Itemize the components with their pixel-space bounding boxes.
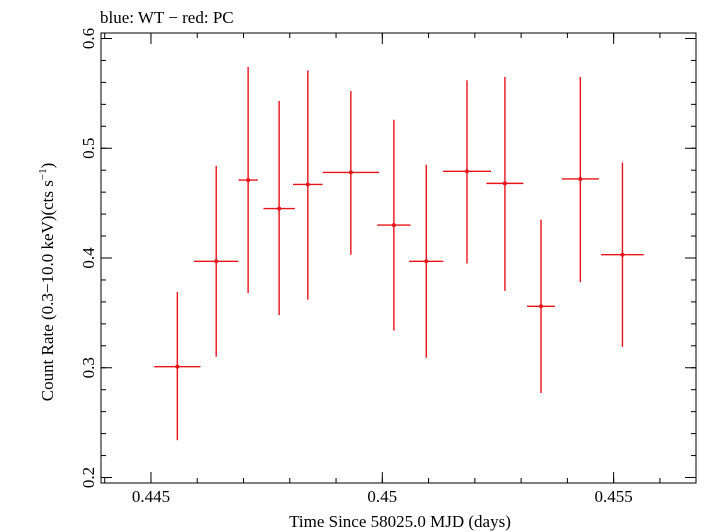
data-marker [175,364,180,369]
y-axis-tick-labels: 0.2 0.3 0.4 0.5 0.6 [79,28,98,488]
plot-frame [100,32,697,484]
y-tick-label: 0.4 [79,247,98,269]
data-marker [214,259,219,264]
plot-border [100,32,697,484]
y-axis-label-main: Count Rate (0.3−10.0 keV)(cts s [38,180,57,401]
y-axis-label: Count Rate (0.3−10.0 keV)(cts s−1) [37,163,57,402]
data-point [238,67,258,294]
data-point [322,91,380,255]
data-marker [539,304,544,309]
data-point [409,164,444,358]
y-tick-label: 0.2 [79,467,98,488]
y-axis-label-close: ) [38,163,57,169]
y-axis-ticks [101,37,696,479]
data-point [154,292,201,441]
x-tick-label: 0.45 [367,487,397,506]
data-marker [277,206,282,211]
y-tick-label: 0.3 [79,357,98,378]
data-point [486,76,524,291]
data-marker [502,181,507,186]
data-marker [305,182,310,187]
data-point [527,219,555,393]
y-tick-label: 0.5 [79,138,98,159]
chart-title: blue: WT − red: PC [100,8,234,27]
data-point [263,101,295,316]
y-tick-label: 0.6 [79,28,98,49]
data-marker [578,176,583,181]
data-point [442,80,492,264]
data-points [154,67,644,441]
data-marker [348,170,353,175]
x-tick-label: 0.455 [595,487,633,506]
data-marker [391,223,396,228]
data-point [293,70,323,300]
data-marker [464,169,469,174]
data-point [601,162,644,347]
y-axis-label-exponent: −1 [37,168,49,180]
x-axis-label: Time Since 58025.0 MJD (days) [289,512,511,531]
x-axis-ticks [104,33,661,483]
data-point [193,165,239,357]
data-marker [620,252,625,257]
x-tick-label: 0.445 [132,487,170,506]
x-axis-tick-labels: 0.445 0.45 0.455 [132,487,633,506]
data-marker [246,178,251,183]
data-point [377,119,411,331]
data-point [561,76,599,283]
data-marker [424,259,429,264]
